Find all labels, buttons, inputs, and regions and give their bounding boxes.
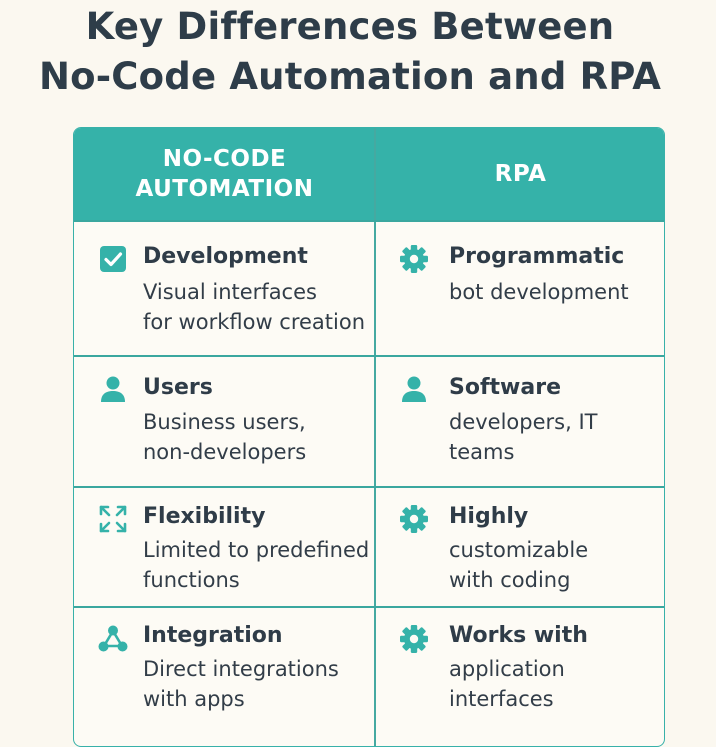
column-header-rpa: RPA	[494, 161, 547, 187]
table-header: NO-CODE AUTOMATION RPA	[74, 128, 664, 220]
column-header-no-code: NO-CODE AUTOMATION	[74, 128, 375, 220]
cell-description: developers, IT teams	[449, 410, 598, 464]
cell-description: bot development	[449, 280, 629, 304]
row-divider	[74, 220, 664, 222]
table-cell-programmatic: Programmatic bot development	[375, 220, 664, 355]
cell-heading: Flexibility	[143, 504, 266, 529]
cell-description: Limited to predefined functions	[143, 538, 370, 592]
cell-description: application interfaces	[449, 657, 565, 711]
column-divider	[374, 128, 376, 746]
cell-heading: Development	[143, 244, 308, 269]
table-cell-integration: Integration Direct integrations with app…	[74, 607, 374, 746]
user-icon	[101, 376, 125, 402]
table-cell-users: Users Business users, non-developers	[74, 356, 374, 486]
expand-arrows-icon	[99, 505, 127, 533]
user-icon	[402, 376, 426, 402]
table-cell-software: Software developers, IT teams	[375, 356, 664, 486]
cell-heading: Integration	[143, 623, 283, 648]
column-header-no-code-line-1: NO-CODE	[162, 146, 287, 172]
title-line-1: Key Differences Between	[85, 5, 615, 48]
cell-description: Direct integrations with apps	[143, 657, 339, 711]
table-cell-highly: Highly customizable with coding	[375, 487, 664, 606]
cell-heading: Users	[143, 375, 213, 400]
gear-icon	[400, 505, 428, 533]
table-cell-works-with: Works with application interfaces	[375, 607, 664, 746]
title-line-2: No-Code Automation and RPA	[38, 55, 662, 98]
comparison-table: NO-CODE AUTOMATION RPA Development Visua…	[73, 127, 665, 747]
network-icon	[98, 625, 128, 652]
cell-description: Visual interfaces for workflow creation	[143, 280, 366, 334]
cell-heading: Works with	[449, 623, 588, 648]
row-divider	[74, 355, 664, 357]
row-divider	[74, 606, 664, 608]
cell-description: customizable with coding	[449, 538, 589, 592]
cell-heading: Software	[449, 375, 561, 400]
cell-heading: Programmatic	[449, 244, 625, 269]
column-header-no-code-line-2: AUTOMATION	[135, 176, 314, 202]
table-cell-flexibility: Flexibility Limited to predefined functi…	[74, 487, 374, 606]
table-cell-development: Development Visual interfaces for workfl…	[74, 220, 374, 355]
checkbox-icon	[100, 246, 126, 272]
cell-heading: Highly	[449, 504, 529, 529]
cell-description: Business users, non-developers	[143, 410, 307, 464]
page-title: Key Differences Between No-Code Automati…	[0, 2, 700, 102]
gear-icon	[400, 625, 428, 653]
row-divider	[74, 486, 664, 488]
gear-icon	[400, 245, 428, 273]
